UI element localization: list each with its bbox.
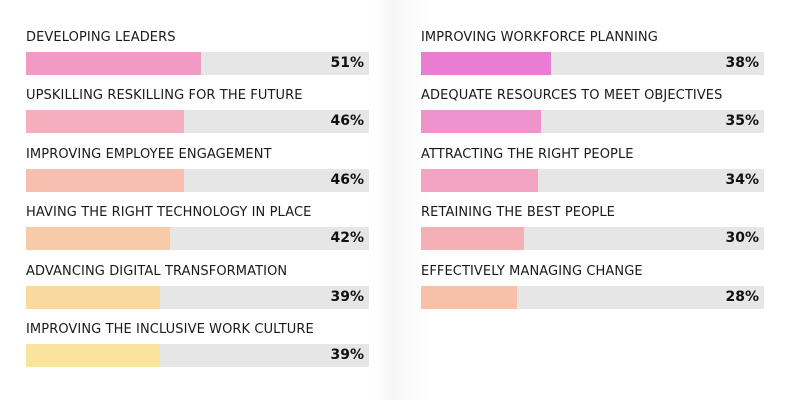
bar-track: 51% bbox=[26, 52, 369, 75]
bar-row: IMPROVING WORKFORCE PLANNING 38% bbox=[421, 30, 764, 76]
bar-label: IMPROVING THE INCLUSIVE WORK CULTURE bbox=[26, 322, 314, 337]
bar-label: HAVING THE RIGHT TECHNOLOGY IN PLACE bbox=[26, 205, 312, 221]
bar-row: ADEQUATE RESOURCES TO MEET OBJECTIVES 35% bbox=[421, 88, 764, 134]
bar-label: UPSKILLING RESKILLING FOR THE FUTURE bbox=[26, 88, 303, 104]
bar-label: EFFECTIVELY MANAGING CHANGE bbox=[421, 263, 643, 279]
bar-row: IMPROVING EMPLOYEE ENGAGEMENT 46% bbox=[26, 147, 369, 193]
bar-fill bbox=[26, 110, 184, 134]
bar-fill bbox=[421, 52, 552, 75]
bar-fill bbox=[26, 227, 171, 251]
bar-row: EFFECTIVELY MANAGING CHANGE 28% bbox=[421, 264, 764, 310]
bar-value-label: 34% bbox=[725, 171, 759, 188]
bar-label: ADEQUATE RESOURCES TO MEET OBJECTIVES bbox=[421, 88, 723, 104]
bar-fill bbox=[421, 168, 538, 192]
bar-value-label: 42% bbox=[330, 230, 364, 247]
bar-track: 34% bbox=[421, 168, 764, 192]
bar-value-label: 30% bbox=[725, 230, 759, 247]
bar-row: HAVING THE RIGHT TECHNOLOGY IN PLACE 42% bbox=[26, 205, 369, 251]
bar-fill bbox=[421, 110, 542, 134]
bar-track: 28% bbox=[421, 285, 764, 309]
bar-row: UPSKILLING RESKILLING FOR THE FUTURE 46% bbox=[26, 88, 369, 134]
bar-value-label: 38% bbox=[725, 55, 759, 71]
bar-value-label: 35% bbox=[725, 113, 759, 130]
bar-row: RETAINING THE BEST PEOPLE 30% bbox=[421, 205, 764, 251]
bar-row: ATTRACTING THE RIGHT PEOPLE 34% bbox=[421, 147, 764, 193]
bar-label: ADVANCING DIGITAL TRANSFORMATION bbox=[26, 263, 288, 279]
bar-track: 30% bbox=[421, 227, 764, 251]
bar-row: IMPROVING THE INCLUSIVE WORK CULTURE 39% bbox=[26, 322, 369, 368]
bar-row: DEVELOPING LEADERS 51% bbox=[26, 30, 369, 76]
bar-label: DEVELOPING LEADERS bbox=[26, 30, 176, 45]
bar-value-label: 46% bbox=[330, 113, 364, 130]
bar-track: 46% bbox=[26, 110, 369, 134]
bar-fill bbox=[26, 285, 160, 309]
bar-label: IMPROVING EMPLOYEE ENGAGEMENT bbox=[26, 146, 272, 162]
bar-track: 42% bbox=[26, 227, 369, 251]
bar-row: ADVANCING DIGITAL TRANSFORMATION 39% bbox=[26, 264, 369, 310]
bar-value-label: 28% bbox=[725, 288, 759, 305]
bar-value-label: 51% bbox=[330, 55, 364, 71]
bar-fill bbox=[26, 344, 160, 367]
bar-value-label: 46% bbox=[330, 171, 364, 188]
bar-label: IMPROVING WORKFORCE PLANNING bbox=[421, 30, 658, 45]
bar-track: 46% bbox=[26, 168, 369, 192]
bar-fill bbox=[421, 285, 518, 309]
bar-label: RETAINING THE BEST PEOPLE bbox=[421, 205, 615, 221]
bar-fill bbox=[421, 227, 524, 251]
bar-track: 38% bbox=[421, 52, 764, 75]
bar-fill bbox=[26, 52, 201, 75]
bar-label: ATTRACTING THE RIGHT PEOPLE bbox=[421, 146, 634, 162]
bar-track: 35% bbox=[421, 110, 764, 134]
bar-value-label: 39% bbox=[330, 347, 364, 363]
bar-track: 39% bbox=[26, 285, 369, 309]
bar-value-label: 39% bbox=[330, 288, 364, 305]
bar-fill bbox=[26, 168, 184, 192]
bar-track: 39% bbox=[26, 344, 369, 367]
